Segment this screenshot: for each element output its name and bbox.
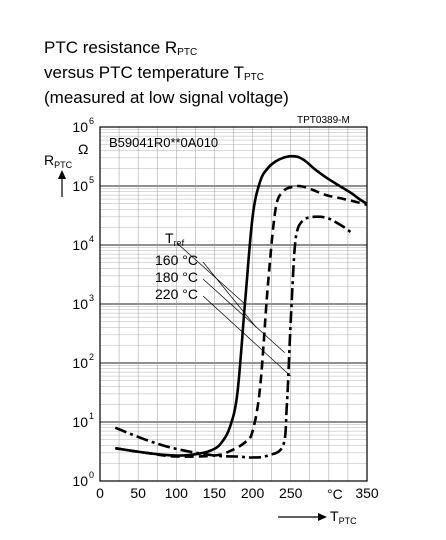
- chart-title-line-2: versus PTC temperature TPTC: [44, 63, 264, 83]
- y-tick-label-exponent: 5: [89, 175, 94, 185]
- legend-pointer-line: [202, 295, 291, 377]
- legend-entry-160: 160 °C: [155, 252, 198, 268]
- y-tick-label-exponent: 4: [89, 234, 94, 244]
- series-line-3: [114, 215, 353, 459]
- y-tick-label-exponent: 3: [89, 293, 94, 303]
- x-tick-label: 100: [165, 485, 189, 501]
- y-axis-unit: Ω: [78, 141, 89, 157]
- figure-code: TPT0389-M: [297, 115, 350, 126]
- x-tick-label: 200: [241, 485, 265, 501]
- y-tick-label-base: 10: [72, 355, 88, 371]
- y-tick-label-exponent: 1: [89, 411, 94, 421]
- x-tick-label: 150: [203, 485, 227, 501]
- chart-title-line-3: (measured at low signal voltage): [44, 88, 289, 107]
- y-tick-label-exponent: 2: [89, 352, 94, 362]
- x-axis-arrow-head: [318, 513, 327, 521]
- y-tick-label-base: 10: [72, 414, 88, 430]
- legend-pointer-line: [202, 261, 257, 328]
- x-tick-label: 350: [355, 485, 379, 501]
- y-tick-label-base: 10: [72, 237, 88, 253]
- chart-title-line-1: PTC resistance RPTC: [44, 38, 198, 58]
- x-tick-label: 50: [130, 485, 146, 501]
- series-line-1: [115, 154, 368, 457]
- y-tick-label-base: 10: [72, 473, 88, 489]
- legend-entry-180: 180 °C: [155, 269, 198, 285]
- y-tick-label-base: 10: [72, 296, 88, 312]
- y-tick-label-base: 10: [72, 178, 88, 194]
- y-tick-label-exponent: 6: [89, 116, 94, 126]
- legend-pointer-line: [177, 243, 246, 305]
- legend-title: Tref: [165, 230, 185, 248]
- x-tick-label: 250: [279, 485, 303, 501]
- y-tick-label-base: 10: [72, 119, 88, 135]
- x-axis-unit: °C: [327, 486, 343, 502]
- part-number: B59041R0**0A010: [109, 135, 219, 150]
- plot-frame: [99, 126, 368, 482]
- y-axis-arrow-head: [58, 170, 66, 179]
- legend-entry-220: 220 °C: [155, 286, 198, 302]
- x-tick-label: 0: [96, 485, 104, 501]
- series-line-2: [115, 184, 368, 458]
- y-axis-label: RPTC: [44, 152, 73, 170]
- x-axis-label: TPTC: [330, 508, 357, 526]
- y-tick-label-exponent: 0: [89, 470, 94, 480]
